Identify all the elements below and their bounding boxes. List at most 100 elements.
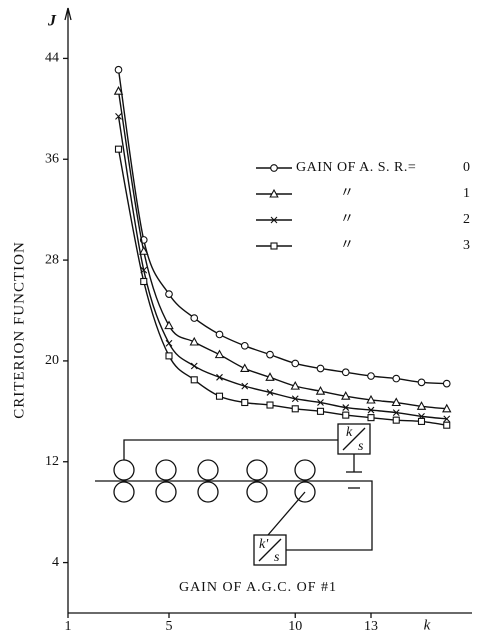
block (253, 534, 287, 566)
marker (443, 421, 451, 429)
marker (190, 362, 198, 370)
marker (189, 336, 199, 346)
marker (290, 380, 300, 390)
roll (155, 481, 177, 503)
marker (241, 398, 249, 407)
marker (190, 376, 198, 384)
legend-value: 0 (463, 160, 470, 175)
marker (342, 411, 350, 419)
inset-diagram: k s k' s (95, 423, 373, 566)
marker (139, 246, 149, 255)
series-line (117, 149, 447, 426)
roll (113, 481, 135, 503)
marker (391, 397, 401, 407)
marker (392, 409, 400, 416)
marker (442, 403, 452, 413)
wire (123, 439, 338, 460)
marker (215, 330, 224, 339)
wire (267, 491, 306, 536)
legend-label: GAIN OF A. S. R.= (296, 160, 416, 175)
marker (366, 394, 376, 404)
roll (197, 481, 219, 503)
marker (392, 374, 401, 383)
marker (241, 382, 249, 390)
inset-label: s (274, 550, 280, 565)
legend-value: 3 (463, 238, 470, 253)
marker (114, 145, 123, 153)
roll (246, 481, 268, 503)
marker (265, 372, 275, 381)
marker (114, 65, 123, 74)
y-tick-label: 12 (45, 454, 59, 469)
marker (291, 395, 299, 403)
marker (392, 416, 400, 424)
marker (442, 379, 451, 388)
x-tick-label: 1 (65, 619, 72, 633)
y-axis-label: CRITERION FUNCTION (11, 241, 27, 419)
series-line (117, 116, 447, 420)
wire (286, 480, 373, 551)
marker (240, 341, 249, 350)
x-tick-label: 5 (166, 619, 173, 633)
marker (317, 399, 324, 406)
marker (270, 164, 278, 172)
marker (270, 242, 278, 250)
marker (215, 392, 224, 400)
inset-label: k' (259, 537, 269, 552)
x-axis-symbol: k (424, 617, 431, 633)
marker (367, 372, 375, 380)
marker (417, 417, 426, 425)
roll (197, 459, 219, 481)
marker (269, 188, 279, 198)
legend-value: 2 (463, 212, 470, 227)
roll (113, 459, 135, 481)
y-tick-label: 20 (45, 353, 59, 368)
marker (342, 404, 350, 411)
marker (341, 391, 351, 400)
roll (155, 459, 177, 481)
legend-label: 〃 (340, 238, 355, 253)
marker (165, 352, 173, 360)
marker (417, 378, 426, 387)
marker (266, 350, 274, 359)
marker (165, 339, 173, 347)
y-tick-label: 36 (45, 151, 59, 166)
x-tick-label: 10 (288, 619, 302, 633)
marker (367, 414, 375, 422)
marker (291, 405, 299, 413)
series-line (117, 91, 447, 410)
marker (341, 368, 350, 377)
legend-value: 1 (463, 186, 470, 201)
marker (266, 389, 274, 396)
marker (270, 216, 278, 224)
legend-label: 〃 (340, 212, 355, 227)
y-tick-label: 28 (45, 252, 59, 267)
x-tick-label: 13 (364, 619, 378, 633)
marker (216, 373, 223, 381)
roll (294, 481, 316, 503)
marker (190, 314, 199, 322)
marker (115, 113, 122, 120)
marker (165, 290, 173, 298)
series-line (117, 69, 447, 385)
roll (294, 459, 316, 481)
marker (315, 386, 326, 395)
marker (443, 415, 451, 423)
marker (416, 401, 427, 410)
marker (316, 364, 325, 373)
marker (266, 401, 274, 409)
marker (164, 320, 174, 330)
y-axis-symbol: J (47, 13, 57, 30)
marker (214, 349, 225, 359)
marker (240, 363, 250, 373)
marker (316, 407, 325, 415)
inset-label: s (358, 439, 364, 454)
marker (291, 359, 300, 368)
y-tick-label: 44 (45, 51, 59, 66)
y-axis-arrow (64, 7, 72, 21)
y-tick-label: 4 (52, 555, 59, 570)
roll (246, 459, 268, 481)
marker (367, 406, 375, 414)
legend-label: 〃 (340, 186, 355, 201)
